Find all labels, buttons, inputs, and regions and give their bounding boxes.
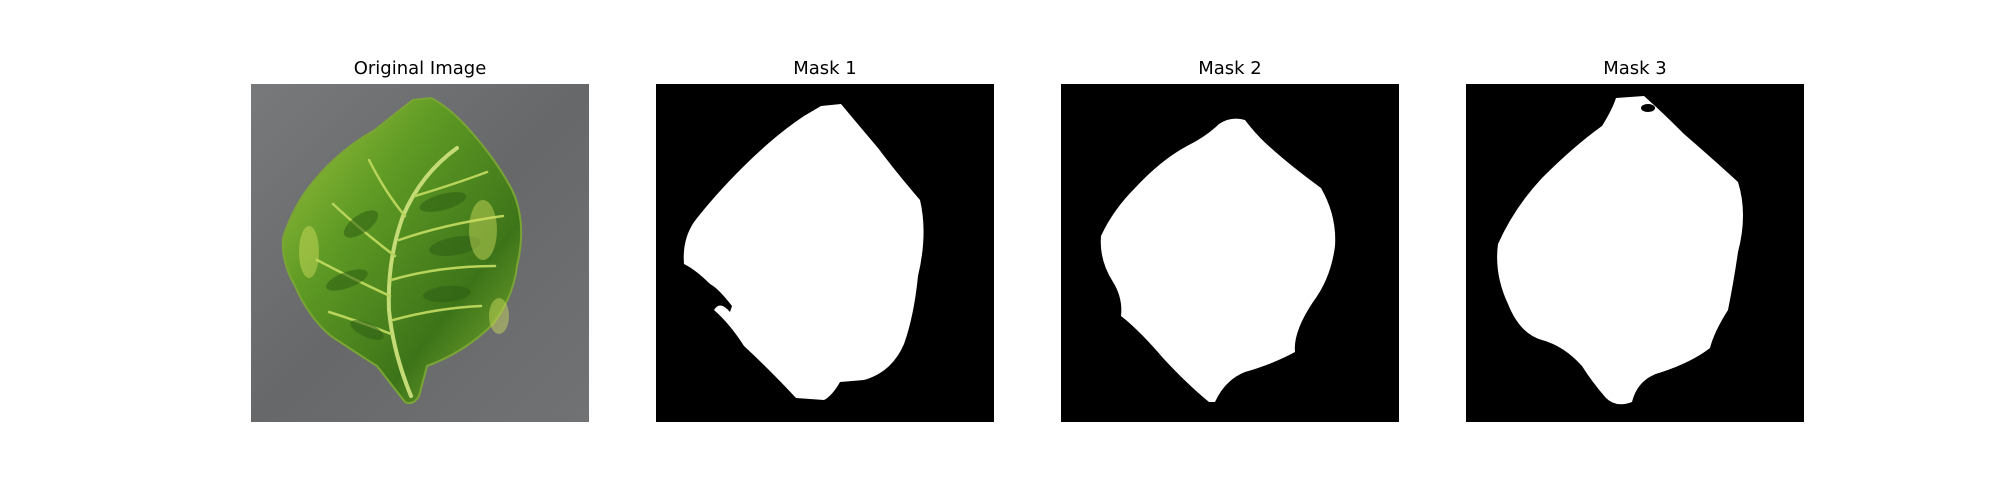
mask-1-image (656, 84, 994, 422)
leaf-veins (315, 158, 505, 336)
mask-region (1100, 118, 1336, 402)
panel-title: Mask 2 (1198, 58, 1262, 79)
mask-3-image (1466, 84, 1804, 422)
mask-region (1497, 96, 1743, 405)
mask-2-image (1061, 84, 1399, 422)
panel-original-image: Original Image (251, 0, 589, 500)
panel-mask-3: Mask 3 (1466, 0, 1804, 500)
panel-title: Mask 3 (1603, 58, 1667, 79)
panel-mask-2: Mask 2 (1061, 0, 1399, 500)
panel-title: Mask 1 (793, 58, 857, 79)
leaf-midrib (386, 146, 459, 398)
leaf-light-patches (299, 200, 509, 334)
leaf-dark-patches (326, 192, 481, 340)
leaf-shape (281, 96, 523, 405)
mask-region (683, 104, 924, 400)
panel-title: Original Image (353, 58, 487, 79)
mask-hole (1641, 104, 1655, 112)
panel-mask-1: Mask 1 (656, 0, 994, 500)
original-leaf-image (251, 84, 589, 422)
